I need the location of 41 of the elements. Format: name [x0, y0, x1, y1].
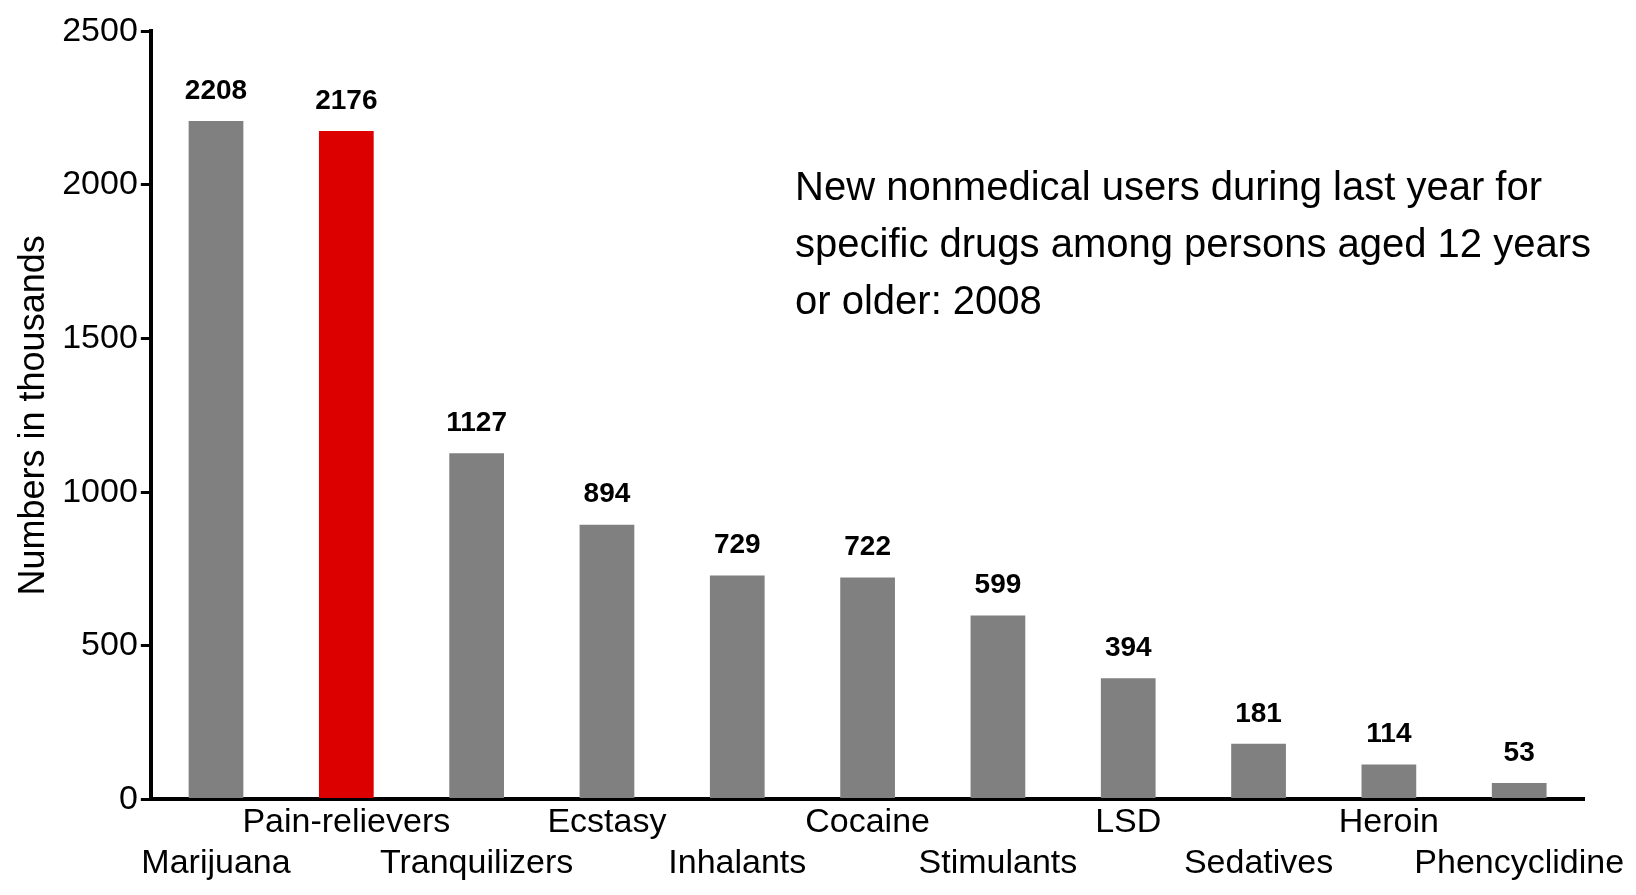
data-label: 181: [1235, 696, 1282, 728]
data-label: 114: [1366, 717, 1412, 749]
bar: [1231, 743, 1286, 798]
bar: [970, 615, 1026, 798]
bar: [709, 575, 765, 798]
x-tick-label: Ecstasy: [547, 801, 667, 840]
bar: [318, 130, 374, 798]
data-label: 599: [974, 568, 1022, 600]
data-label: 394: [1104, 631, 1153, 663]
x-tick-label: Marijuana: [141, 841, 291, 880]
x-tick-label: Stimulants: [918, 841, 1078, 880]
data-label: 722: [844, 530, 891, 562]
data-label: 53: [1503, 735, 1535, 767]
bar: [579, 524, 635, 798]
y-tick-label: 1000: [62, 470, 138, 509]
data-label: 894: [583, 477, 631, 509]
bar: [1491, 783, 1547, 798]
data-label: 729: [713, 528, 761, 560]
bar: [449, 453, 504, 798]
data-label: 2208: [184, 73, 248, 105]
bar: [840, 577, 895, 798]
x-tick-label: Inhalants: [668, 841, 807, 880]
bar: [1361, 764, 1417, 798]
x-tick-label: Phencyclidine: [1414, 841, 1625, 880]
data-label: 2176: [315, 83, 378, 115]
x-tick-label: Cocaine: [805, 801, 930, 840]
x-tick-label: Heroin: [1338, 801, 1439, 840]
y-tick-label: 0: [118, 777, 138, 816]
y-tick-label: 1500: [62, 316, 138, 355]
y-axis-title: Numbers in thousands: [10, 235, 52, 596]
data-label: 1127: [446, 405, 508, 437]
bar: [188, 121, 244, 798]
x-tick-label: LSD: [1095, 801, 1162, 840]
y-tick-label: 2000: [62, 163, 138, 202]
y-tick-label: 500: [81, 624, 138, 663]
bar: [1100, 678, 1156, 798]
text: New nonmedical users during last year for specific drugs among persons aged 12 years or older: 2008: [795, 164, 1592, 322]
x-tick-label: Sedatives: [1183, 841, 1334, 880]
x-tick-label: Tranquilizers: [379, 841, 574, 880]
y-tick-label: 2500: [62, 9, 138, 48]
x-tick-label: Pain-relievers: [242, 801, 451, 840]
